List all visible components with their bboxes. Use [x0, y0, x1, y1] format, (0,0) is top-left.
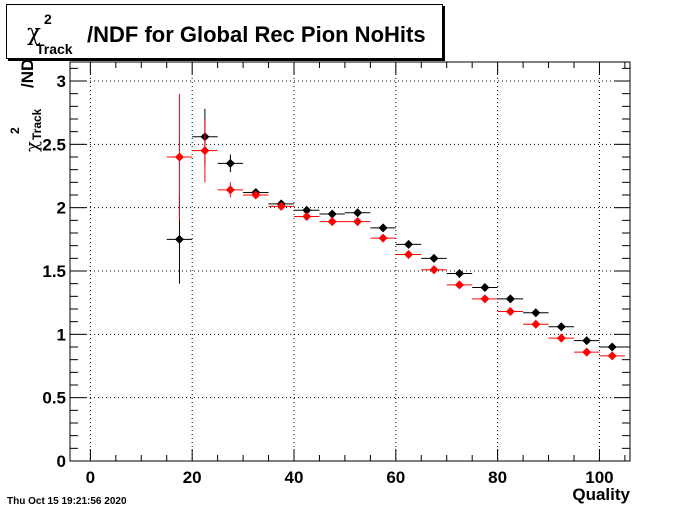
data-point [378, 223, 388, 233]
x-tick-label: 0 [86, 468, 95, 487]
y-tick-label: 2 [57, 199, 66, 218]
data-point [607, 342, 617, 352]
data-point [454, 269, 464, 279]
y-axis-label: χ 2 Track /ND [6, 60, 50, 170]
data-series-2 [166, 93, 625, 361]
y-tick-label: 1.5 [42, 262, 66, 281]
data-point [531, 319, 541, 329]
data-point [302, 212, 312, 222]
data-point [505, 307, 515, 317]
timestamp: Thu Oct 15 19:21:56 2020 [7, 496, 127, 507]
x-tick-label: 40 [285, 468, 304, 487]
tick-layer: 0 20 40 60 80 100 0 0.5 1 1.5 2 2.5 3 [42, 62, 630, 487]
x-tick-label: 100 [585, 468, 613, 487]
data-point [582, 336, 592, 346]
data-point [174, 234, 184, 244]
data-point [200, 146, 210, 156]
x-tick-label: 60 [386, 468, 405, 487]
data-point [225, 185, 235, 195]
title-subscript: Track [36, 41, 73, 57]
data-point [531, 308, 541, 318]
ylabel-chi-symbol: χ [22, 141, 43, 152]
y-tick-label: 0 [57, 452, 66, 471]
data-point [251, 190, 261, 200]
data-point [404, 250, 414, 260]
grid-layer [70, 62, 630, 461]
plot-frame [69, 61, 631, 462]
x-tick-label: 80 [488, 468, 507, 487]
data-point [607, 351, 617, 361]
y-tick-label: 2.5 [42, 135, 66, 154]
data-point [353, 217, 363, 227]
ylabel-text: /ND [18, 60, 37, 88]
data-point [429, 253, 439, 263]
title-chi-symbol: χ [27, 20, 41, 46]
data-point [404, 239, 414, 249]
data-point [556, 333, 566, 343]
ylabel-subscript: Track [30, 108, 44, 140]
y-tick-label: 3 [57, 72, 66, 91]
data-point [302, 205, 312, 215]
data-layer [166, 93, 625, 361]
data-point [582, 347, 592, 357]
data-point [225, 158, 235, 168]
y-tick-label: 0.5 [42, 389, 66, 408]
chart-title: /NDF for Global Rec Pion NoHits [87, 22, 426, 47]
data-point [276, 201, 286, 211]
data-point [378, 233, 388, 243]
data-point [174, 152, 184, 162]
ylabel-superscript: 2 [8, 127, 22, 134]
x-axis-label: Quality [572, 485, 630, 504]
chart-title-box: χ 2 Track /NDF for Global Rec Pion NoHit… [6, 4, 443, 59]
data-point [327, 217, 337, 227]
data-point [480, 294, 490, 304]
y-tick-label: 1 [57, 325, 66, 344]
x-tick-label: 20 [183, 468, 202, 487]
title-superscript: 2 [44, 11, 52, 27]
data-point [480, 282, 490, 292]
data-point [429, 265, 439, 275]
data-point [505, 294, 515, 304]
data-point [556, 322, 566, 332]
data-point [353, 208, 363, 218]
data-point [454, 280, 464, 290]
data-point [327, 209, 337, 219]
